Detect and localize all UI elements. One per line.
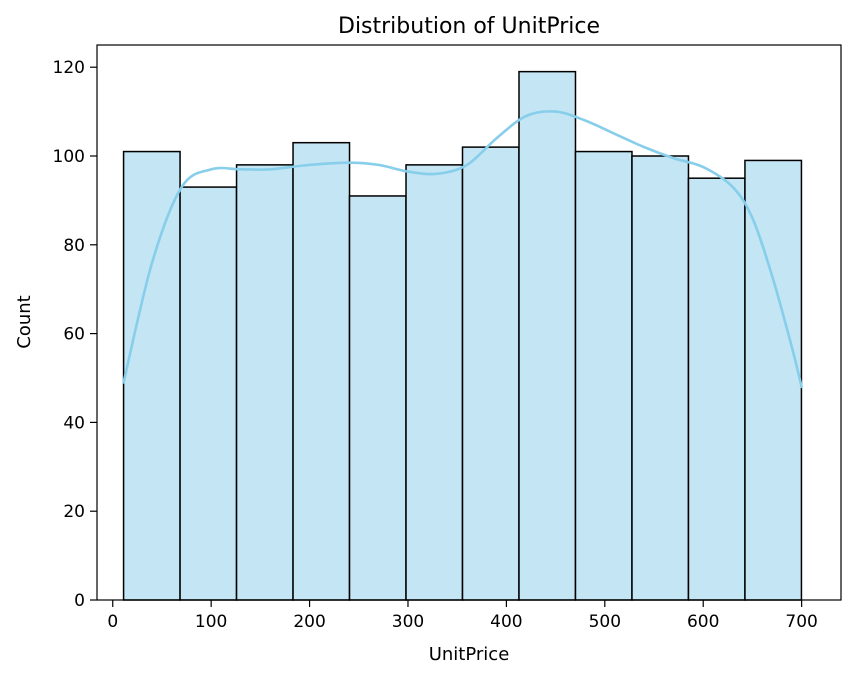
histogram-bar bbox=[518, 70, 577, 601]
x-tick-label: 0 bbox=[107, 612, 118, 632]
kde-curve bbox=[122, 110, 803, 389]
y-tick-label: 80 bbox=[63, 236, 85, 256]
histogram-bar bbox=[744, 159, 803, 601]
histogram-bar bbox=[687, 177, 746, 601]
histogram-bar bbox=[179, 186, 238, 601]
y-tick-label: 100 bbox=[53, 147, 85, 167]
y-tick-label: 60 bbox=[63, 325, 85, 345]
y-tick-label: 20 bbox=[63, 502, 85, 522]
bars-layer bbox=[122, 70, 803, 601]
y-ticks: 0 20 40 60 80 100 120 bbox=[53, 58, 97, 611]
histogram-bar bbox=[631, 155, 690, 601]
x-tick-label: 200 bbox=[293, 612, 325, 632]
histogram-bar bbox=[292, 141, 351, 601]
plot-frame bbox=[96, 44, 842, 601]
histogram-bar bbox=[348, 195, 407, 601]
histogram-bar bbox=[461, 146, 520, 601]
x-ticks: 0 100 200 300 400 500 600 700 bbox=[107, 600, 818, 632]
x-tick-label: 400 bbox=[490, 612, 522, 632]
histogram-bar bbox=[405, 164, 464, 601]
histogram-bar bbox=[235, 164, 294, 601]
histogram-bar bbox=[574, 150, 633, 601]
kde-layer bbox=[122, 110, 803, 389]
x-axis-label: UnitPrice bbox=[429, 644, 510, 665]
y-tick-label: 120 bbox=[53, 58, 85, 78]
x-tick-label: 600 bbox=[687, 612, 719, 632]
x-tick-label: 700 bbox=[785, 612, 817, 632]
histogram-bar bbox=[122, 150, 181, 601]
y-tick-label: 40 bbox=[63, 413, 85, 433]
x-tick-label: 100 bbox=[195, 612, 227, 632]
x-tick-label: 500 bbox=[589, 612, 621, 632]
y-axis-label: Count bbox=[14, 295, 35, 348]
y-tick-label: 0 bbox=[74, 591, 85, 611]
x-tick-label: 300 bbox=[392, 612, 424, 632]
chart-title: Distribution of UnitPrice bbox=[338, 14, 600, 39]
